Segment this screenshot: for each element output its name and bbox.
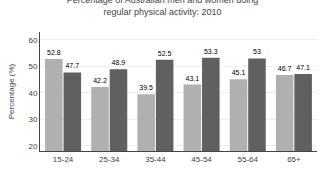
svg-text:46.7: 46.7 <box>278 65 292 72</box>
svg-text:47.1: 47.1 <box>296 64 310 71</box>
svg-text:45-54: 45-54 <box>191 155 212 164</box>
svg-text:60: 60 <box>28 36 37 45</box>
svg-text:20: 20 <box>28 142 37 151</box>
svg-text:53: 53 <box>253 48 261 55</box>
svg-text:52.8: 52.8 <box>47 49 61 56</box>
svg-text:53.3: 53.3 <box>204 48 218 55</box>
svg-text:45.1: 45.1 <box>232 69 246 76</box>
svg-text:39.5: 39.5 <box>139 84 153 91</box>
svg-text:48.9: 48.9 <box>112 59 126 66</box>
svg-text:42.2: 42.2 <box>93 77 107 84</box>
svg-text:50: 50 <box>28 62 37 71</box>
svg-text:35-44: 35-44 <box>145 155 166 164</box>
svg-text:55-64: 55-64 <box>238 155 259 164</box>
svg-text:Percentage (%): Percentage (%) <box>7 63 16 119</box>
svg-text:43.1: 43.1 <box>185 75 199 82</box>
svg-text:40: 40 <box>28 89 37 98</box>
svg-text:30: 30 <box>28 115 37 124</box>
svg-text:15-24: 15-24 <box>53 155 74 164</box>
svg-text:47.7: 47.7 <box>65 62 79 69</box>
svg-text:Percentage of Australian men a: Percentage of Australian men and women d… <box>67 0 259 17</box>
svg-text:65+: 65+ <box>287 155 301 164</box>
svg-text:52.5: 52.5 <box>158 50 172 57</box>
svg-text:25-34: 25-34 <box>99 155 120 164</box>
